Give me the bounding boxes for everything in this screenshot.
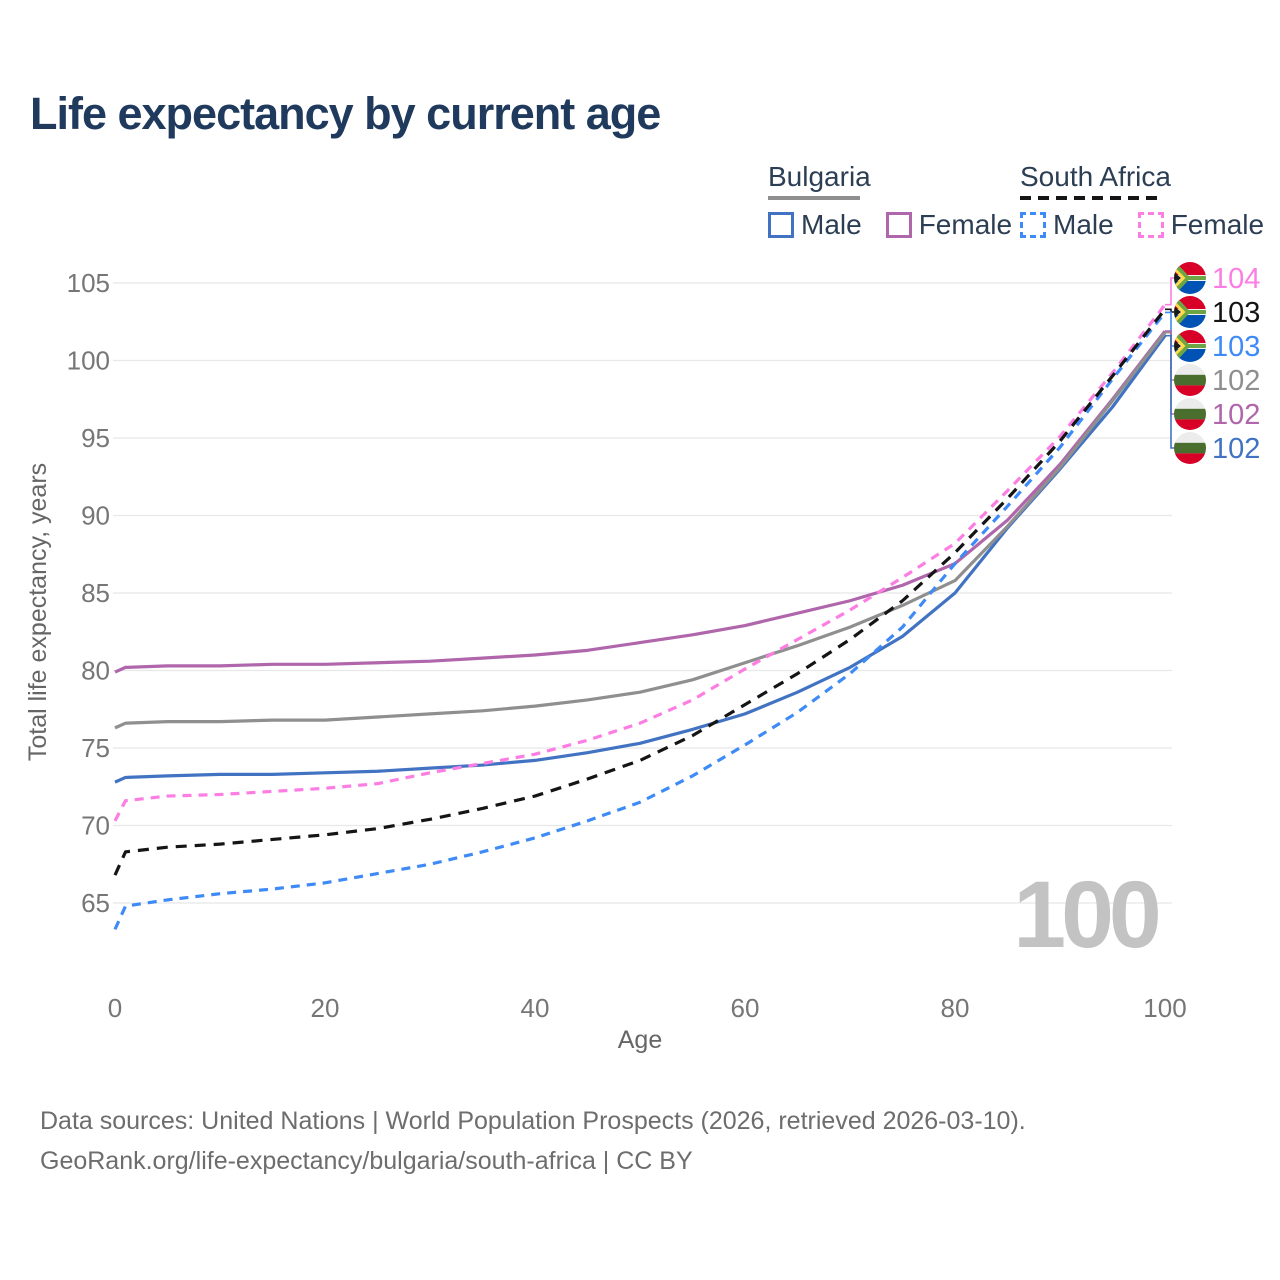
flag-icon-bulgaria — [1174, 432, 1206, 464]
flag-icon-south-africa — [1174, 262, 1206, 294]
end-value-label: 102 — [1212, 365, 1260, 397]
flag-icon-south-africa — [1174, 296, 1206, 328]
series-line-bulgaria-male — [114, 334, 1167, 784]
y-tick-label: 105 — [67, 268, 110, 298]
y-tick-label: 70 — [81, 811, 110, 841]
end-label-connector — [1165, 277, 1174, 306]
legend-country-south-africa: South Africa — [1020, 161, 1171, 192]
legend-swatch-south-africa-female[interactable] — [1137, 212, 1164, 238]
legend-swatch-south-africa-male[interactable] — [1020, 212, 1046, 238]
legend-swatch-bulgaria-female[interactable] — [885, 212, 912, 238]
end-label-connector — [1165, 334, 1174, 449]
y-tick-label: 65 — [81, 888, 110, 918]
flag-icon-south-africa — [1174, 330, 1206, 362]
legend-group-bulgaria: Bulgaria Male Female — [768, 161, 1036, 241]
y-tick-label: 85 — [81, 578, 110, 608]
x-tick-label: 40 — [521, 993, 550, 1023]
x-tick-label: 0 — [108, 993, 122, 1023]
end-value-label: 102 — [1212, 399, 1260, 431]
footer-data-sources: Data sources: United Nations | World Pop… — [40, 1107, 1026, 1135]
series-line-south-africa-total — [113, 308, 1167, 876]
series-line-bulgaria-female — [114, 330, 1167, 674]
legend-group-south-africa: South Africa Male Female — [1020, 161, 1280, 241]
series-line-south-africa-male — [113, 311, 1167, 931]
x-tick-label: 100 — [1143, 993, 1186, 1023]
series-line-south-africa-female — [113, 303, 1167, 822]
y-tick-label: 100 — [67, 346, 110, 376]
legend-item-bulgaria-female[interactable]: Female — [918, 209, 1013, 240]
page-title: Life expectancy by current age — [30, 88, 661, 139]
y-tick-label: 95 — [81, 423, 110, 453]
legend-swatch-bulgaria-male[interactable] — [768, 212, 794, 238]
legend-item-south-africa-female[interactable]: Female — [1170, 209, 1265, 240]
flag-icon-bulgaria — [1174, 364, 1206, 396]
y-tick-label: 75 — [81, 733, 110, 763]
flag-icon-bulgaria — [1174, 398, 1206, 430]
end-label-connector — [1165, 331, 1174, 381]
end-value-label: 103 — [1212, 297, 1260, 329]
legend-underline-dashed — [1020, 196, 1162, 200]
x-tick-label: 80 — [941, 993, 970, 1023]
legend-underline-solid — [768, 196, 860, 200]
x-axis-title: Age — [618, 1026, 662, 1054]
y-axis-title: Total life expectancy, years — [24, 463, 52, 761]
end-value-label: 103 — [1212, 331, 1260, 363]
end-value-label: 104 — [1212, 263, 1260, 295]
end-label-connector — [1165, 308, 1174, 313]
series-line-bulgaria-total — [114, 331, 1167, 730]
footer-attribution-link: GeoRank.org/life-expectancy/bulgaria/sou… — [40, 1147, 693, 1175]
end-label-connector — [1165, 330, 1174, 415]
legend-item-south-africa-male[interactable]: Male — [1053, 209, 1114, 240]
y-tick-label: 90 — [81, 501, 110, 531]
current-age-watermark: 100 — [1013, 862, 1158, 968]
x-tick-label: 20 — [311, 993, 340, 1023]
legend-item-bulgaria-male[interactable]: Male — [801, 209, 862, 240]
end-label-connector — [1165, 311, 1174, 347]
end-value-label: 102 — [1212, 433, 1260, 465]
y-tick-label: 80 — [81, 656, 110, 686]
x-tick-label: 60 — [731, 993, 760, 1023]
legend-country-bulgaria: Bulgaria — [768, 161, 871, 192]
